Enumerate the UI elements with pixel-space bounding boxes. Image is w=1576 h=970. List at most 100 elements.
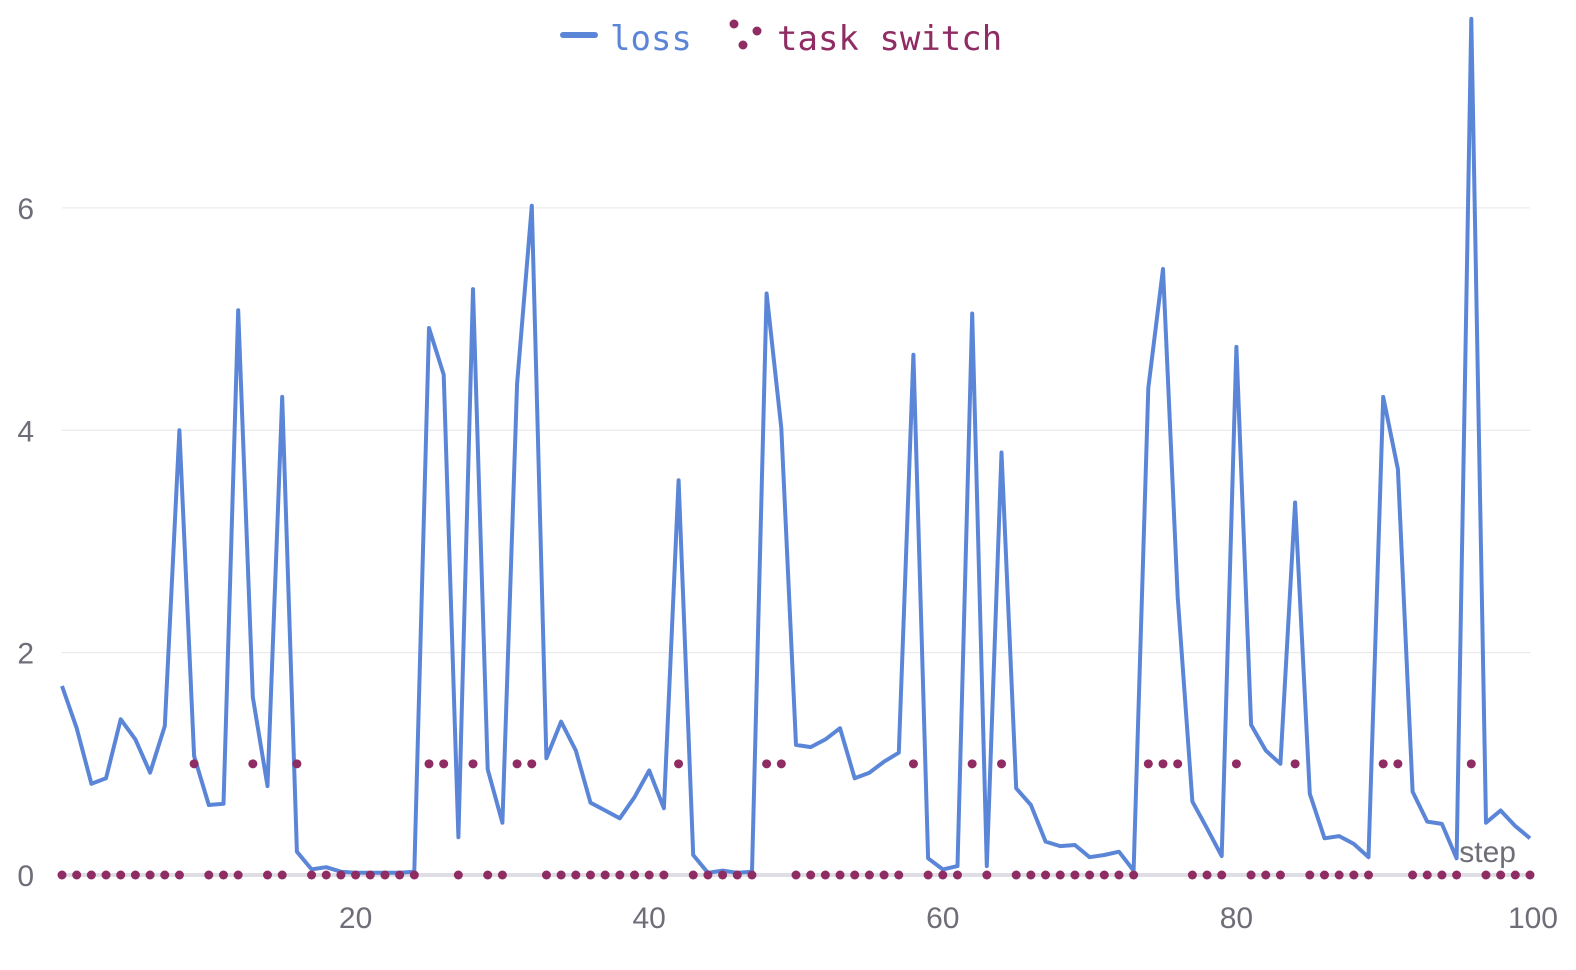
task-switch-point (439, 759, 449, 769)
task-switch-point (1275, 870, 1285, 880)
task-switch-point (116, 870, 126, 880)
task-switch-point (145, 870, 155, 880)
y-tick-labels: 0 2 4 6 (17, 193, 34, 893)
legend-item-task-switch: task switch (729, 19, 1002, 59)
task-switch-point (409, 870, 419, 880)
task-switch-point (732, 870, 742, 880)
task-switch-point (174, 870, 184, 880)
task-switch-point (1261, 870, 1271, 880)
task-switch-point (1364, 870, 1374, 880)
task-switch-point (468, 759, 478, 769)
legend: loss task switch (560, 19, 1002, 59)
task-switch-point (321, 870, 331, 880)
task-switch-point (160, 870, 170, 880)
task-switch-point (747, 870, 757, 880)
task-switch-point (1246, 870, 1256, 880)
task-switch-series (57, 759, 1535, 880)
task-switch-point (1026, 870, 1036, 880)
task-switch-point (1173, 759, 1183, 769)
x-tick-label: 40 (633, 902, 666, 935)
x-tick-label: 100 (1508, 902, 1558, 935)
task-switch-point (644, 870, 654, 880)
task-switch-point (57, 870, 67, 880)
task-switch-point (1158, 759, 1168, 769)
task-switch-point (497, 870, 507, 880)
task-switch-point (130, 870, 140, 880)
task-switch-point (1143, 759, 1153, 769)
y-tick-label: 2 (17, 638, 34, 671)
task-switch-point (615, 870, 625, 880)
y-tick-label: 6 (17, 193, 34, 226)
task-switch-point (659, 870, 669, 880)
y-tick-label: 4 (17, 415, 34, 448)
x-tick-labels: 20 40 60 80 100 (339, 902, 1558, 935)
task-switch-point (1452, 870, 1462, 880)
loss-line (60, 16, 1532, 875)
legend-loss-label: loss (610, 19, 692, 59)
task-switch-point (1408, 870, 1418, 880)
task-switch-point (1349, 870, 1359, 880)
task-switch-point (674, 759, 684, 769)
task-switch-point (189, 759, 199, 769)
task-switch-point (424, 759, 434, 769)
task-switch-point (86, 870, 96, 880)
task-switch-point (1114, 870, 1124, 880)
task-switch-point (512, 759, 522, 769)
task-switch-point (1437, 870, 1447, 880)
legend-task-switch-swatch (752, 26, 762, 36)
x-axis-label: step (1459, 836, 1516, 869)
task-switch-point (967, 759, 977, 769)
task-switch-point (1393, 759, 1403, 769)
y-tick-label: 0 (17, 860, 34, 893)
task-switch-point (277, 870, 287, 880)
task-switch-point (380, 870, 390, 880)
task-switch-point (923, 870, 933, 880)
task-switch-point (307, 870, 317, 880)
task-switch-point (718, 870, 728, 880)
task-switch-point (541, 870, 551, 880)
task-switch-point (1231, 759, 1241, 769)
task-switch-point (1378, 759, 1388, 769)
task-switch-point (600, 870, 610, 880)
task-switch-point (365, 870, 375, 880)
legend-item-loss: loss (560, 19, 692, 59)
task-switch-point (776, 759, 786, 769)
legend-task-switch-swatch (729, 19, 739, 29)
task-switch-point (1496, 870, 1506, 880)
task-switch-point (233, 870, 243, 880)
task-switch-point (1099, 870, 1109, 880)
loss-series (60, 16, 1532, 875)
task-switch-point (806, 870, 816, 880)
task-switch-point (336, 870, 346, 880)
task-switch-point (453, 870, 463, 880)
task-switch-point (1422, 870, 1432, 880)
task-switch-point (1319, 870, 1329, 880)
task-switch-point (1217, 870, 1227, 880)
task-switch-point (585, 870, 595, 880)
task-switch-point (952, 870, 962, 880)
task-switch-point (908, 759, 918, 769)
task-switch-point (1011, 870, 1021, 880)
task-switch-point (1041, 870, 1051, 880)
task-switch-point (630, 870, 640, 880)
task-switch-point (688, 870, 698, 880)
x-tick-label: 60 (926, 902, 959, 935)
task-switch-point (938, 870, 948, 880)
task-switch-point (879, 870, 889, 880)
task-switch-point (762, 759, 772, 769)
task-switch-point (527, 759, 537, 769)
x-tick-label: 20 (339, 902, 372, 935)
task-switch-point (1085, 870, 1095, 880)
task-switch-point (894, 870, 904, 880)
task-switch-point (1510, 870, 1520, 880)
task-switch-point (850, 870, 860, 880)
task-switch-point (1187, 870, 1197, 880)
task-switch-point (1525, 870, 1535, 880)
task-switch-point (483, 870, 493, 880)
task-switch-point (1290, 759, 1300, 769)
task-switch-point (997, 759, 1007, 769)
task-switch-point (556, 870, 566, 880)
task-switch-point (1129, 870, 1139, 880)
task-switch-point (864, 870, 874, 880)
